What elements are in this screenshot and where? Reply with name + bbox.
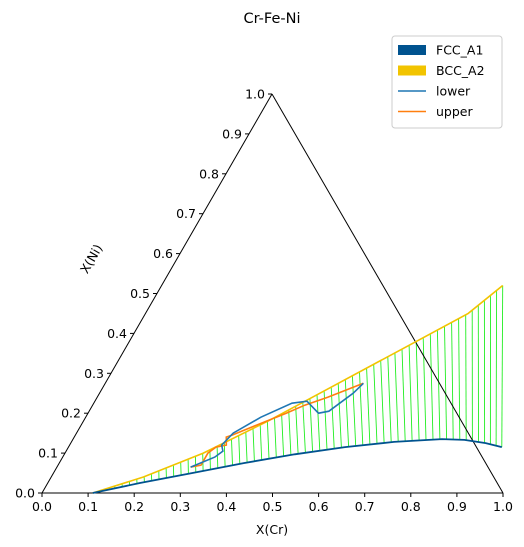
y-tick-label: 0.8 (199, 166, 219, 181)
tieline (252, 428, 255, 462)
tieline (451, 322, 454, 440)
y-tick-label: 0.1 (38, 446, 58, 461)
right-edge (271, 93, 504, 494)
tieline (337, 383, 342, 448)
x-tick-label: 0.0 (32, 499, 52, 514)
tieline (259, 424, 263, 461)
tieline (501, 285, 504, 448)
x-tick-label: 0.9 (447, 499, 467, 514)
tieline (245, 431, 248, 463)
legend-label: upper (436, 104, 473, 119)
tieline (281, 413, 285, 457)
chart-title: Cr-Fe-Ni (244, 11, 301, 27)
y-tick-label: 0.9 (222, 126, 242, 141)
y-axis-ticks: 0.0 0.1 0.2 0.3 0.4 0.5 0.6 0.7 0.8 0.9 1.0 (15, 87, 272, 501)
legend-box (391, 35, 503, 129)
tieline (330, 387, 335, 449)
tieline (366, 368, 371, 445)
x-tick-label: 0.2 (124, 499, 144, 514)
tieline (288, 409, 292, 456)
y-tick-label: 1.0 (245, 87, 265, 102)
tieline (465, 314, 467, 441)
tieline (394, 352, 399, 442)
tieline (309, 398, 314, 452)
tieline (458, 318, 461, 440)
lower-curve (190, 382, 364, 468)
x-tick-label: 0.3 (170, 499, 190, 514)
bcc-a2-boundary (92, 284, 504, 494)
tieline (216, 446, 219, 469)
tieline (408, 345, 413, 441)
tieline-group (99, 285, 504, 492)
triangle-frame (41, 93, 504, 494)
x-axis-label: X(Cr) (256, 522, 288, 537)
tieline (401, 348, 406, 442)
legend-label: lower (436, 84, 471, 99)
tieline (387, 356, 392, 443)
x-tick-label: 1.0 (493, 499, 513, 514)
fcc-a1-boundary (92, 438, 503, 494)
tieline (266, 421, 270, 459)
y-axis-label: X(Ni) (77, 242, 106, 276)
tieline (415, 341, 420, 441)
tieline (444, 326, 448, 440)
legend-patch (398, 65, 426, 76)
x-tick-label: 0.8 (401, 499, 421, 514)
y-tick-label: 0.0 (15, 486, 35, 501)
tieline (302, 402, 306, 453)
tieline (373, 364, 378, 444)
tieline (316, 394, 321, 451)
x-tick-label: 0.4 (216, 499, 236, 514)
tieline (323, 390, 328, 450)
tieline (495, 290, 498, 446)
upper-curve (190, 382, 364, 468)
curve-group (92, 284, 504, 494)
tieline (429, 333, 434, 440)
tieline (274, 417, 277, 458)
x-tick-label: 0.7 (355, 499, 375, 514)
tieline (295, 406, 299, 454)
x-tick-label: 0.5 (263, 499, 283, 514)
legend-label: BCC_A2 (436, 63, 485, 78)
legend-label: FCC_A1 (436, 43, 483, 58)
legend-patch (398, 45, 426, 55)
tieline (223, 442, 226, 467)
x-tick-label: 0.1 (78, 499, 98, 514)
tieline (231, 439, 233, 466)
tieline (238, 435, 241, 464)
y-tick-label: 0.5 (130, 286, 150, 301)
y-tick-label: 0.4 (107, 326, 127, 341)
x-axis-ticks: 0.0 0.1 0.2 0.3 0.4 0.5 0.6 0.7 0.8 0.9 1.0 (32, 493, 513, 514)
y-tick-label: 0.7 (176, 206, 196, 221)
tieline (436, 329, 441, 440)
y-tick-label: 0.3 (84, 366, 104, 381)
x-tick-label: 0.6 (309, 499, 329, 514)
y-tick-label: 0.6 (153, 246, 173, 261)
tieline (380, 360, 385, 444)
tieline (422, 337, 427, 441)
y-tick-label: 0.2 (61, 406, 81, 421)
